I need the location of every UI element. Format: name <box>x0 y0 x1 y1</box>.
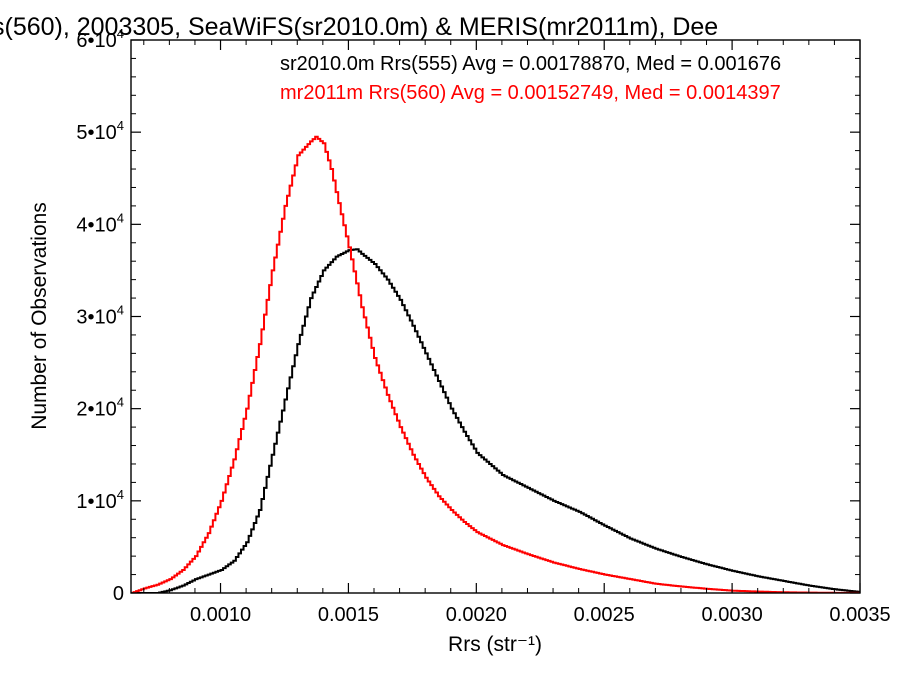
x-tick-label: 0.0025 <box>574 604 635 626</box>
series-line-1 <box>131 135 860 593</box>
plot-frame <box>130 39 861 594</box>
x-tick-label: 0.0030 <box>702 604 763 626</box>
y-tick-label: 0 <box>113 583 124 605</box>
x-tick-label: 0.0020 <box>446 604 507 626</box>
y-tick-label: 5•104 <box>76 118 124 144</box>
x-tick-label: 0.0035 <box>829 604 890 626</box>
y-axis-label: Number of Observations <box>28 202 51 430</box>
legend-annotation-sr2010: sr2010.0m Rrs(555) Avg = 0.00178870, Med… <box>280 53 781 75</box>
x-tick-label: 0.0015 <box>318 604 379 626</box>
legend-annotation-mr2011: mr2011m Rrs(560) Avg = 0.00152749, Med =… <box>280 82 781 104</box>
x-tick-label: 0.0010 <box>190 604 251 626</box>
series-line-0 <box>131 248 860 593</box>
y-tick-label: 6•104 <box>76 26 124 52</box>
y-tick-label: 1•104 <box>76 487 124 513</box>
chart-title: s(560), 2003305, SeaWiFS(sr2010.0m) & ME… <box>0 13 718 41</box>
y-tick-label: 2•104 <box>76 395 124 421</box>
y-tick-label: 3•104 <box>76 303 124 329</box>
x-axis-label: Rrs (str⁻¹) <box>448 633 542 656</box>
y-tick-label: 4•104 <box>76 210 124 236</box>
